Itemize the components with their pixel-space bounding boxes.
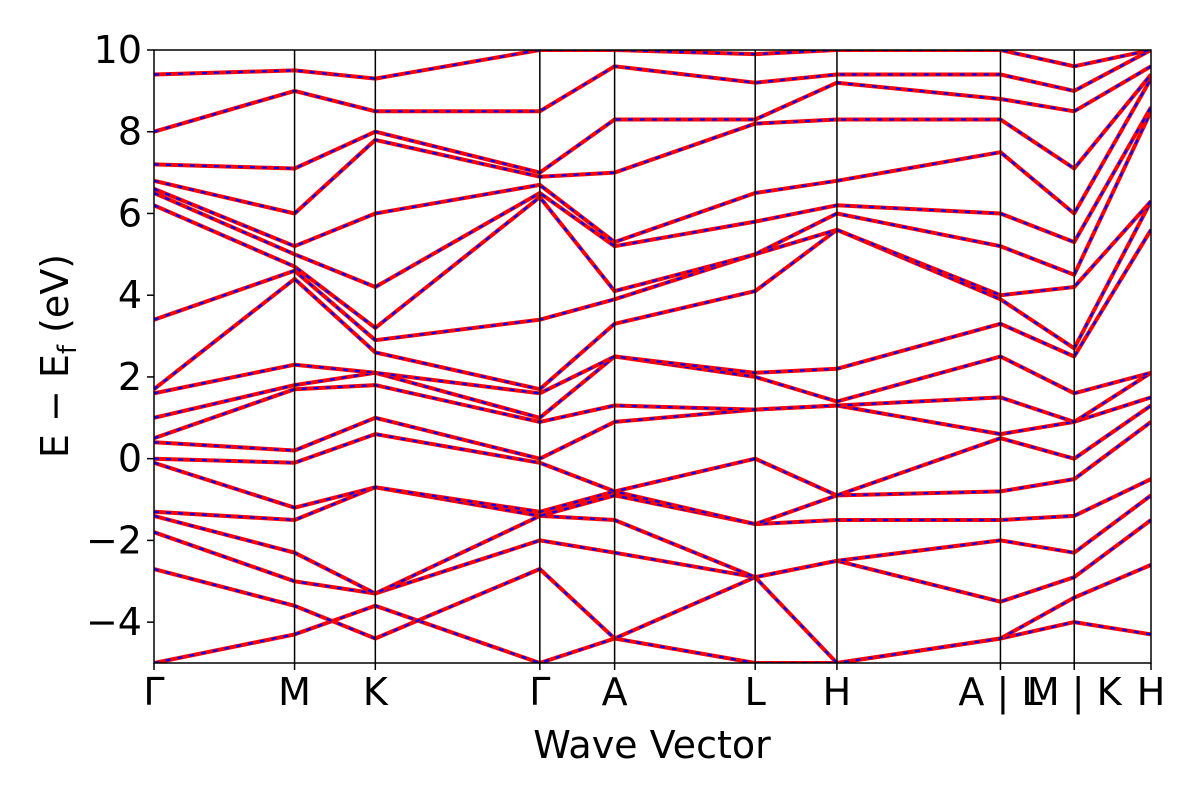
y-tick-label: 8 (118, 110, 142, 154)
y-axis-title-subscript: f (53, 344, 83, 354)
band-17-line (154, 73, 1151, 216)
y-tick-label: 0 (118, 437, 142, 481)
band-2-overlay (154, 563, 1151, 663)
x-tick-label: K (363, 670, 389, 714)
x-tick-label: M | K (1027, 670, 1123, 715)
y-axis-ticks: −4 −2 0 2 4 6 8 10 (86, 28, 154, 644)
band-1-overlay (154, 604, 1151, 663)
band-8-overlay (154, 396, 1151, 460)
plot-frame (153, 49, 1152, 664)
band-4-overlay (154, 494, 1151, 595)
y-tick-label: 2 (118, 355, 142, 399)
band-10-overlay (154, 355, 1151, 420)
x-tick-label: A | L (958, 670, 1042, 715)
y-tick-label: 4 (118, 273, 142, 317)
band-19-overlay (154, 50, 1151, 133)
band-6-line (154, 420, 1151, 527)
kpoint-lines (293, 50, 1075, 663)
y-tick-label: −4 (86, 600, 142, 644)
band-20-overlay (154, 50, 1151, 80)
y-tick-label: 10 (94, 28, 142, 72)
band-18-line (154, 64, 1151, 175)
x-tick-label: H (1137, 670, 1166, 714)
x-tick-label: A (602, 670, 628, 714)
band-9-line (154, 371, 1151, 441)
x-tick-label: L (745, 670, 766, 714)
x-tick-label: Γ (529, 670, 550, 714)
band-3-overlay (154, 519, 1151, 603)
band-7-overlay (154, 404, 1151, 497)
x-tick-label: Γ (143, 670, 164, 714)
y-axis-title-unit: (eV) (33, 254, 77, 345)
y-tick-label: −2 (86, 518, 142, 562)
y-axis-title: E − Ef (eV) (33, 254, 83, 458)
band-13-line (154, 199, 1151, 343)
y-axis-title-main: E − E (33, 354, 77, 458)
band-16-overlay (154, 78, 1151, 248)
x-axis-title: Wave Vector (533, 723, 771, 767)
band-12-overlay (154, 200, 1151, 391)
band-15-overlay (154, 106, 1151, 289)
bands-layer (154, 50, 1151, 663)
y-tick-label: 6 (118, 191, 142, 235)
x-axis-ticks: Γ M K Γ A L H A | LM | K H (143, 663, 1165, 715)
band-11-overlay (154, 229, 1151, 395)
x-tick-label: H (823, 670, 852, 714)
band-14-overlay (154, 110, 1151, 330)
x-tick-label: M (278, 670, 311, 714)
